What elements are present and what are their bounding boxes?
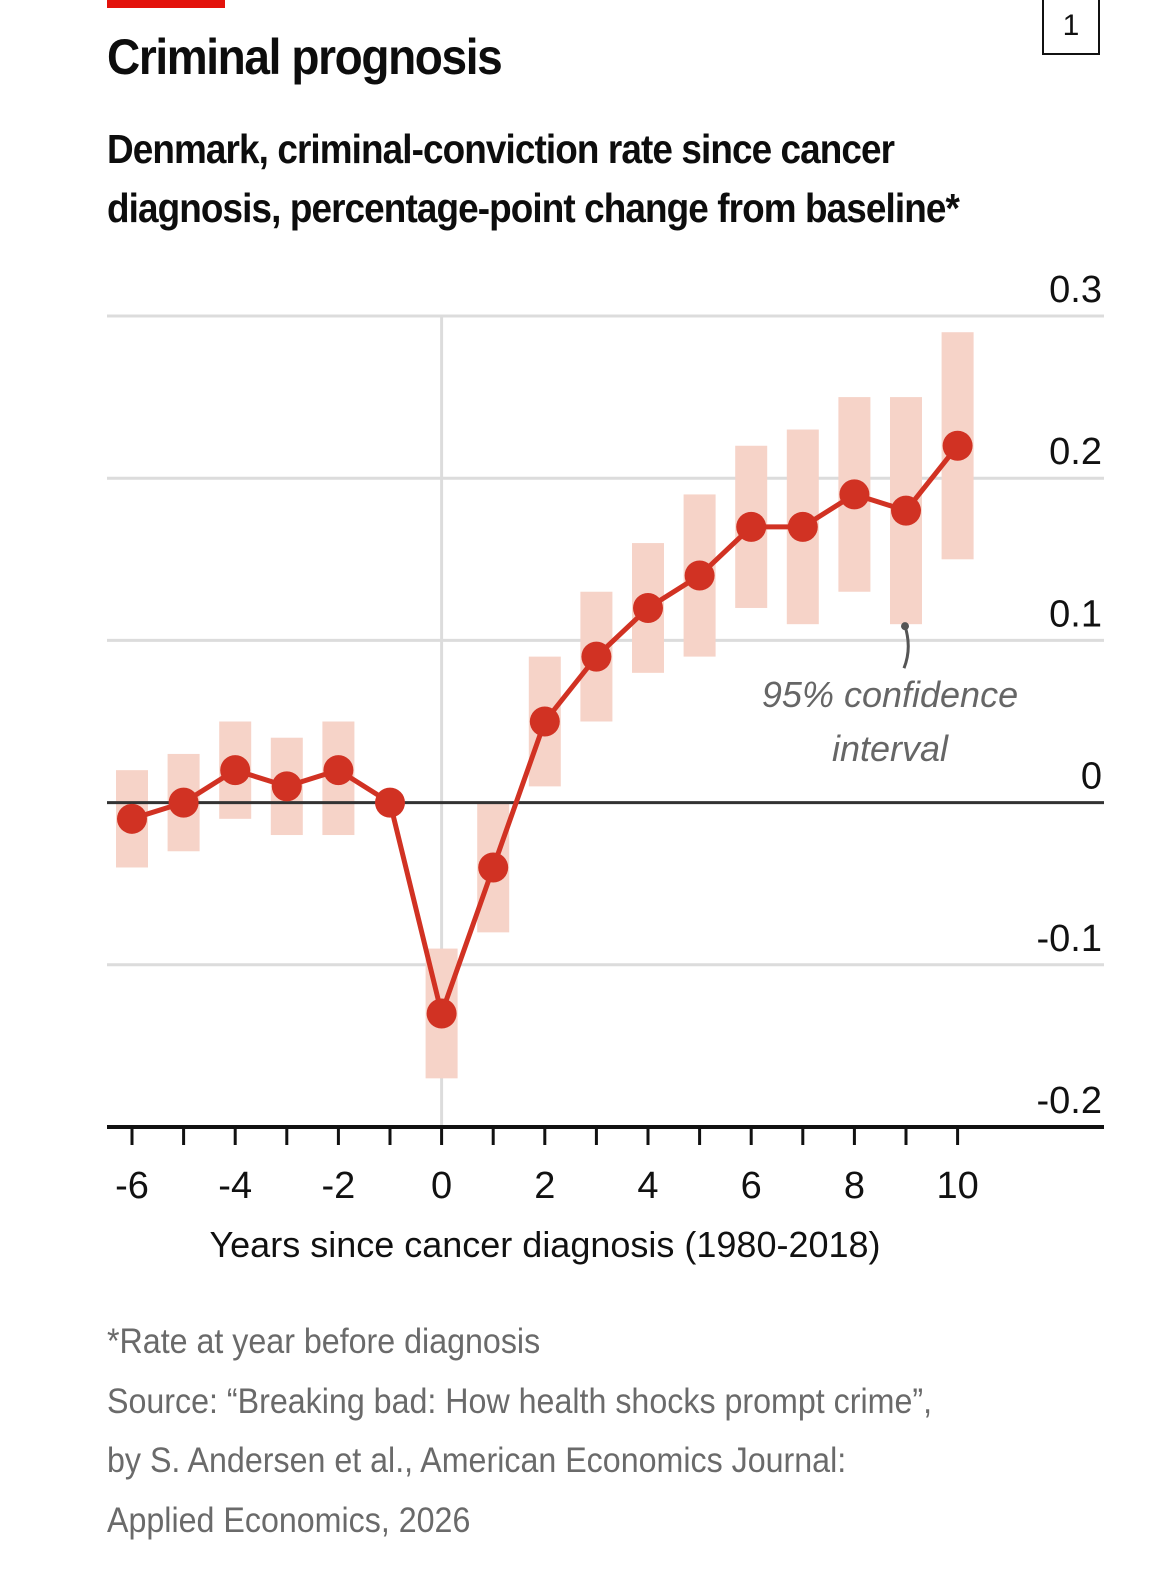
source-line: Source: “Breaking bad: How health shocks…	[107, 1381, 933, 1421]
data-point	[220, 755, 251, 786]
y-tick-label: -0.1	[1037, 918, 1102, 960]
data-point	[426, 998, 457, 1029]
data-point	[787, 511, 818, 542]
chart-title: Criminal prognosis	[107, 29, 503, 85]
y-tick-label: -0.2	[1037, 1080, 1102, 1122]
data-point	[581, 641, 612, 672]
annotation-leader	[902, 625, 910, 669]
data-point	[117, 803, 147, 834]
y-tick-label: 0	[1081, 756, 1102, 798]
x-tick-label: 0	[431, 1165, 452, 1207]
y-axis-labels: 0.3 0.2 0.1 0 -0.1 -0.2	[1037, 269, 1102, 1122]
y-tick-label: 0.2	[1049, 431, 1102, 473]
data-point	[942, 430, 973, 461]
data-point	[684, 560, 715, 591]
annotation-group: 95% confidence interval	[762, 622, 1018, 769]
data-point	[633, 592, 663, 623]
x-tick-label: 4	[637, 1165, 658, 1207]
x-tick-label: -6	[115, 1165, 149, 1207]
x-axis-title: Years since cancer diagnosis (1980-2018)	[209, 1224, 880, 1265]
x-axis: -6 -4 -2 0 2 4 6 8 10	[107, 1125, 1104, 1207]
data-point	[168, 787, 199, 818]
x-tick-label: 2	[534, 1165, 555, 1207]
annotation-text: interval	[832, 728, 949, 769]
data-point	[736, 511, 767, 542]
x-tick-label: -2	[322, 1165, 356, 1207]
subtitle-line: diagnosis, percentage-point change from …	[107, 185, 960, 231]
data-point	[271, 771, 302, 802]
footer-notes: *Rate at year before diagnosis Source: “…	[107, 1312, 932, 1550]
x-tick-label: 8	[844, 1165, 865, 1207]
x-tick-label: -4	[218, 1165, 252, 1207]
data-point	[891, 495, 921, 526]
chart-area: 0.3 0.2 0.1 0 -0.1 -0.2 -6 -4 -2 0 2 4 6 8 10 95% con…	[107, 269, 1104, 1265]
data-point	[478, 852, 509, 883]
footnote: *Rate at year before diagnosis	[107, 1322, 541, 1361]
chart-subtitle: Denmark, criminal-conviction rate since …	[107, 120, 1097, 238]
data-point	[323, 755, 354, 786]
chart-number-badge: 1	[1042, 0, 1100, 55]
data-point	[375, 787, 405, 818]
x-tick-label: 10	[936, 1165, 978, 1207]
y-tick-label: 0.3	[1049, 269, 1102, 311]
y-tick-label: 0.1	[1049, 593, 1102, 635]
source-line: Applied Economics, 2026	[107, 1500, 471, 1540]
data-point	[839, 479, 870, 510]
source-line: by S. Andersen et al., American Economic…	[107, 1441, 847, 1480]
data-point	[529, 706, 560, 737]
annotation-text: 95% confidence	[762, 674, 1018, 715]
data-points	[117, 430, 973, 1029]
x-tick-label: 6	[741, 1165, 762, 1207]
subtitle-line: Denmark, criminal-conviction rate since …	[107, 126, 895, 172]
accent-bar	[107, 0, 225, 8]
